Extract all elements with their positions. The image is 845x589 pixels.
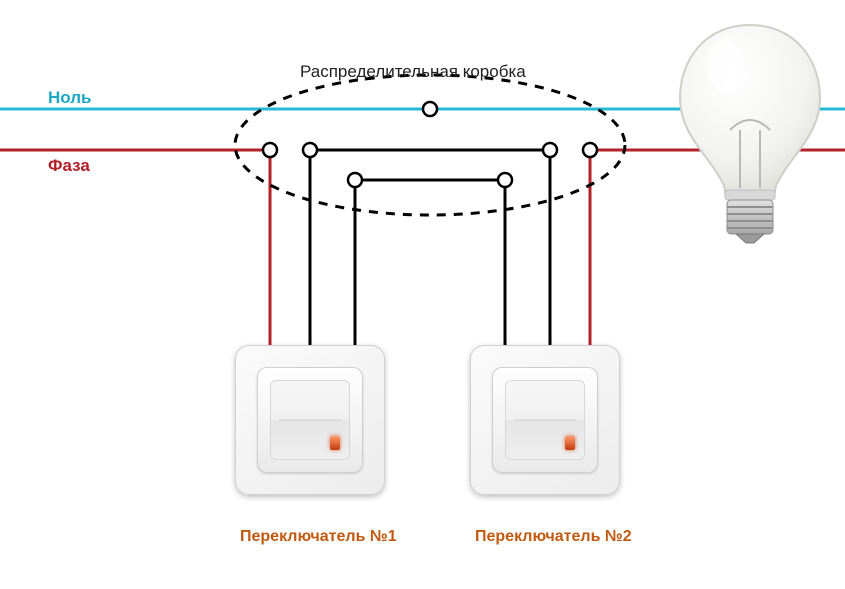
terminal-trav1 bbox=[303, 143, 317, 157]
neutral-label: Ноль bbox=[48, 88, 92, 108]
terminal-neutral-tap bbox=[423, 102, 437, 116]
phase-label: Фаза bbox=[48, 156, 90, 176]
switch-1-label: Переключатель №1 bbox=[240, 528, 397, 546]
terminal-phase-in bbox=[263, 143, 277, 157]
junction-box-outline bbox=[235, 75, 625, 215]
switch-1 bbox=[235, 345, 385, 495]
terminal-phase-out bbox=[583, 143, 597, 157]
terminals bbox=[263, 102, 597, 187]
terminal-trav4 bbox=[543, 143, 557, 157]
switch-2-plate bbox=[492, 367, 598, 473]
junction-box-label: Распределительная коробка bbox=[300, 62, 526, 82]
switch-1-rocker[interactable] bbox=[270, 380, 350, 460]
light-bulb bbox=[670, 20, 830, 245]
switch-1-indicator-led bbox=[330, 436, 340, 450]
switch-2-rocker[interactable] bbox=[505, 380, 585, 460]
switch-1-plate bbox=[257, 367, 363, 473]
switch-2-label: Переключатель №2 bbox=[475, 528, 632, 546]
diagram-stage: { "labels": { "neutral": "Ноль", "phase"… bbox=[0, 0, 845, 589]
terminal-trav2 bbox=[348, 173, 362, 187]
terminal-trav3 bbox=[498, 173, 512, 187]
switch-2-indicator-led bbox=[565, 436, 575, 450]
switch-2 bbox=[470, 345, 620, 495]
